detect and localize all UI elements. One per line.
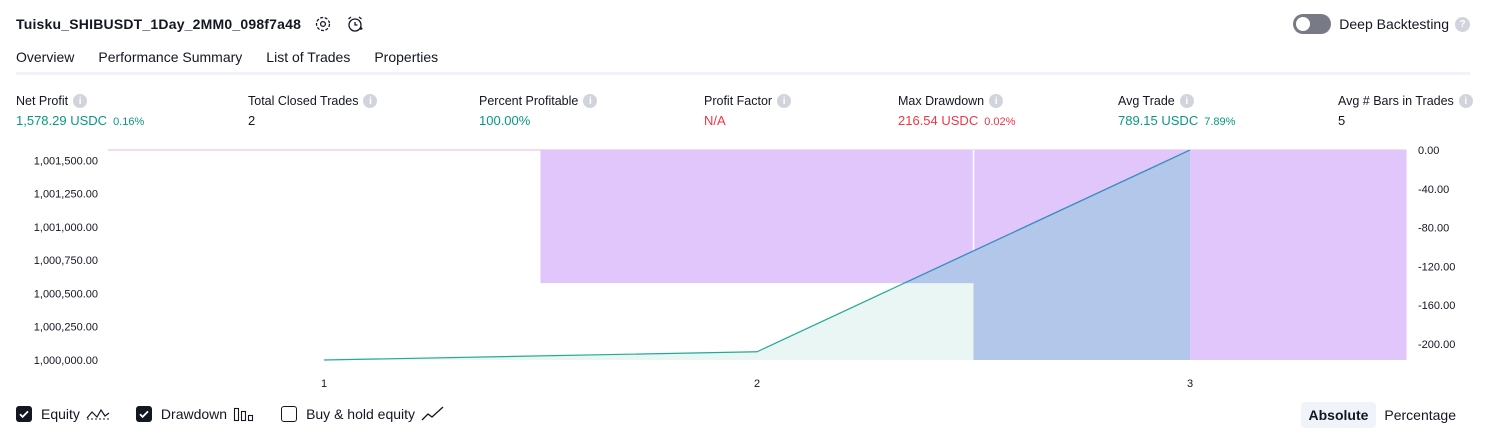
metric-total-closed-trades: Total Closed Trades i 2 (248, 93, 378, 129)
metric-label: Max Drawdown (898, 94, 985, 108)
left-axis-tick: 1,001,500.00 (34, 155, 98, 167)
metric-value: 100.00% (479, 113, 531, 128)
metric-avg-bars: Avg # Bars in Trades i 5 (1338, 93, 1473, 129)
equity-label: Equity (41, 406, 80, 422)
legend-equity[interactable]: Equity (16, 406, 110, 422)
info-icon[interactable]: i (989, 94, 1004, 108)
x-axis-tick: 3 (1187, 378, 1193, 390)
metric-value: 216.54 USDC (898, 113, 979, 128)
percentage-button[interactable]: Percentage (1384, 407, 1456, 423)
legend-drawdown[interactable]: Drawdown (135, 406, 255, 422)
metric-profit-factor: Profit Factor i N/A (704, 93, 792, 129)
tab-list-of-trades[interactable]: List of Trades (266, 49, 351, 65)
tab-performance-summary[interactable]: Performance Summary (98, 49, 243, 65)
left-axis-tick: 1,000,750.00 (34, 255, 98, 267)
drawdown-bar (540, 150, 974, 284)
chart-svg: 1,001,500.00 1,001,250.00 1,001,000.00 1,00… (34, 145, 1456, 390)
right-axis-tick: -120.00 (1418, 261, 1455, 273)
x-axis-tick: 2 (754, 378, 760, 390)
tab-properties[interactable]: Properties (374, 49, 439, 65)
right-axis-tick: 0.00 (1418, 145, 1439, 157)
metric-percent: 0.16% (113, 116, 145, 128)
equity-line-highlight (902, 150, 1191, 284)
info-icon[interactable]: i (1458, 94, 1473, 108)
right-axis-tick: -200.00 (1418, 339, 1455, 351)
buy-hold-line-icon (421, 406, 445, 422)
metric-percent-profitable: Percent Profitable i 100.00% (479, 93, 598, 129)
left-axis-tick: 1,000,000.00 (34, 355, 98, 367)
info-icon[interactable]: i (73, 94, 88, 108)
metric-net-profit: Net Profit i 1,578.29 USDC 0.16% (16, 93, 144, 129)
equity-line-icon (86, 406, 110, 422)
metric-max-drawdown: Max Drawdown i 216.54 USDC 0.02% (898, 93, 1015, 129)
absolute-button[interactable]: Absolute (1300, 402, 1377, 428)
info-icon[interactable]: i (363, 94, 378, 108)
metric-percent: 0.02% (984, 116, 1016, 128)
drawdown-label: Drawdown (160, 406, 228, 422)
metric-value: 1,578.29 USDC (16, 113, 108, 128)
display-mode-switch: Absolute Percentage (1300, 402, 1465, 428)
chart-legend: Equity Drawdown Buy & hold equity (16, 404, 471, 424)
metric-value: 2 (248, 113, 256, 128)
title-row: Tuisku_SHIBUSDT_1Day_2MM0_098f7a48 (16, 12, 365, 36)
deep-backtesting-label: Deep Backtesting (1339, 16, 1449, 32)
metric-label: Percent Profitable (479, 94, 579, 108)
toggle-knob (1296, 17, 1311, 31)
left-axis-tick: 1,000,250.00 (34, 322, 98, 334)
equity-chart[interactable]: 1,001,500.00 1,001,250.00 1,001,000.00 1,00… (0, 140, 1486, 396)
tab-bar: Overview Performance Summary List of Tra… (16, 44, 462, 75)
left-axis-tick: 1,001,250.00 (34, 189, 98, 201)
metric-label: Total Closed Trades (248, 94, 359, 108)
deep-backtesting: Deep Backtesting ? (1293, 12, 1470, 36)
info-icon[interactable]: i (1179, 94, 1194, 108)
metric-label: Avg Trade (1118, 94, 1175, 108)
buy-hold-checkbox[interactable] (281, 406, 298, 422)
add-alert-icon[interactable] (345, 14, 365, 34)
metric-label: Profit Factor (704, 94, 773, 108)
metric-label: Net Profit (16, 94, 69, 108)
x-axis-tick: 1 (321, 378, 327, 390)
metric-value: N/A (704, 113, 726, 128)
metric-percent: 7.89% (1204, 116, 1236, 128)
right-axis-tick: -40.00 (1418, 184, 1449, 196)
left-axis-tick: 1,000,500.00 (34, 288, 98, 300)
metric-value: 5 (1338, 113, 1346, 128)
drawdown-bars-icon (233, 406, 255, 422)
buy-hold-label: Buy & hold equity (306, 406, 416, 422)
settings-icon[interactable] (313, 14, 333, 34)
metric-label: Avg # Bars in Trades (1338, 94, 1454, 108)
info-icon[interactable]: i (777, 94, 792, 108)
right-axis-tick: -160.00 (1418, 300, 1455, 312)
info-icon[interactable]: i (583, 94, 598, 108)
tab-overview[interactable]: Overview (16, 44, 75, 75)
left-axis-tick: 1,001,000.00 (34, 222, 98, 234)
help-icon[interactable]: ? (1455, 16, 1470, 32)
right-axis-tick: -80.00 (1418, 223, 1449, 235)
drawdown-checkbox[interactable] (135, 406, 152, 422)
deep-backtesting-toggle[interactable] (1293, 14, 1332, 34)
metric-value: 789.15 USDC (1118, 113, 1199, 128)
legend-buy-hold-equity[interactable]: Buy & hold equity (281, 406, 445, 422)
strategy-name: Tuisku_SHIBUSDT_1Day_2MM0_098f7a48 (16, 16, 302, 32)
tab-divider (16, 72, 1470, 75)
equity-checkbox[interactable] (16, 406, 32, 422)
metric-avg-trade: Avg Trade i 789.15 USDC 7.89% (1118, 93, 1235, 129)
